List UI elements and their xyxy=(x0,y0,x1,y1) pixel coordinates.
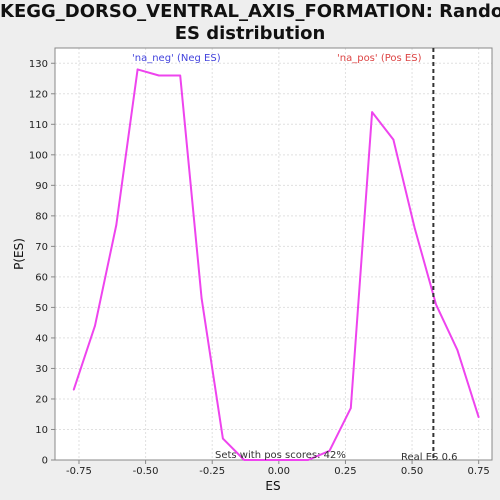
data-point xyxy=(413,227,416,229)
y-tick-label: 60 xyxy=(35,272,48,283)
data-point xyxy=(328,450,331,452)
data-point xyxy=(243,459,245,461)
y-tick-label: 20 xyxy=(35,394,48,405)
data-point xyxy=(371,111,373,113)
data-point xyxy=(94,324,96,327)
data-point xyxy=(72,389,75,391)
data-point xyxy=(136,68,139,71)
y-tick-label: 120 xyxy=(29,89,48,100)
data-point xyxy=(264,459,267,461)
data-point xyxy=(392,138,395,141)
y-tick-label: 30 xyxy=(35,364,48,375)
y-axis-title: P(ES) xyxy=(12,238,26,270)
x-tick-label: 0.00 xyxy=(268,466,290,477)
y-tick-label: 50 xyxy=(35,303,48,314)
data-point xyxy=(158,74,160,77)
neg-es-label: 'na_neg' (Neg ES) xyxy=(132,53,221,64)
data-point xyxy=(115,224,118,226)
y-tick-label: 40 xyxy=(35,333,48,344)
y-tick-label: 0 xyxy=(42,456,48,467)
pos-es-label: 'na_pos' (Pos ES) xyxy=(337,53,422,64)
grid-lines xyxy=(55,48,492,461)
plot-area xyxy=(55,48,492,460)
data-point xyxy=(307,459,309,461)
x-tick-label: 0.50 xyxy=(401,466,423,477)
real-es-label: Real ES 0.6 xyxy=(401,452,457,463)
data-point xyxy=(286,459,288,461)
x-tick-label: -0.50 xyxy=(133,466,159,477)
chart-title-line-1: KEGG_DORSO_VENTRAL_AXIS_FORMATION: Rando… xyxy=(0,1,500,22)
y-tick-label: 100 xyxy=(29,150,48,161)
x-tick-label: 0.75 xyxy=(468,466,490,477)
y-tick-label: 90 xyxy=(35,181,48,192)
y-tick-label: 80 xyxy=(35,211,48,222)
annotations: 'na_neg' (Neg ES) 'na_pos' (Pos ES) Sets w… xyxy=(132,48,457,463)
x-axis-title: ES xyxy=(265,479,280,493)
series-layer xyxy=(72,68,480,461)
y-tick-label: 130 xyxy=(29,59,48,70)
tick-labels: 0 10 20 30 40 50 60 70 80 90 100 110 120 130 -0.75 -0.5… xyxy=(29,59,490,477)
x-tick-label: -0.75 xyxy=(66,466,92,477)
data-point xyxy=(477,416,480,419)
sets-pos-scores-label: Sets with pos scores: 42% xyxy=(215,450,346,461)
y-tick-label: 10 xyxy=(35,425,48,436)
data-point xyxy=(222,437,224,440)
data-point xyxy=(456,349,459,351)
data-point xyxy=(179,74,181,77)
y-tick-label: 110 xyxy=(29,120,48,131)
data-point xyxy=(435,303,437,306)
chart-title-line-2: ES distribution xyxy=(174,23,326,44)
x-tick-label: 0.25 xyxy=(334,466,356,477)
data-point xyxy=(350,407,352,409)
y-tick-label: 70 xyxy=(35,242,48,253)
es-distribution-line xyxy=(72,68,480,461)
data-point xyxy=(200,297,203,300)
x-tick-label: -0.25 xyxy=(199,466,225,477)
